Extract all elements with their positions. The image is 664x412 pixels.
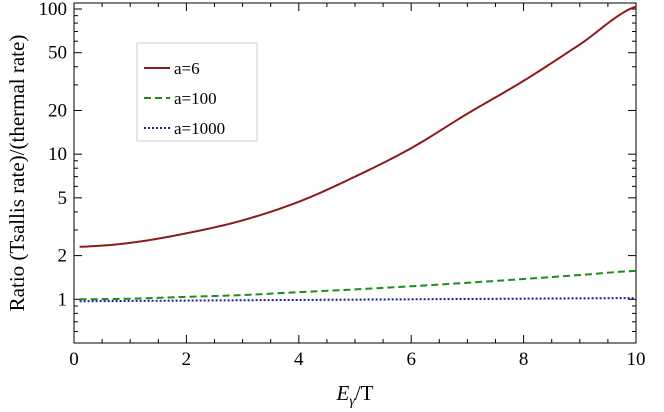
y-tick-label: 5 — [58, 188, 68, 209]
legend-box — [136, 42, 258, 142]
y-tick-label: 1 — [58, 289, 68, 310]
x-tick-label: 0 — [69, 349, 79, 370]
x-axis-label-sub: γ — [349, 394, 355, 409]
y-tick-label: 100 — [39, 0, 68, 20]
y-tick-label: 2 — [58, 246, 68, 267]
axis-ticks — [73, 3, 637, 344]
x-tick-label: 4 — [294, 349, 304, 370]
x-axis-label-main: E — [335, 381, 349, 405]
legend: a=6 a=100 a=1000 — [136, 42, 258, 142]
x-tick-label: 10 — [627, 349, 646, 370]
x-tick-label: 2 — [182, 349, 192, 370]
series-line-2 — [79, 297, 637, 303]
x-tick-label: 6 — [406, 349, 416, 370]
y-tick-label: 10 — [48, 144, 67, 165]
legend-label-1: a=100 — [174, 89, 217, 108]
y-tick-label: 20 — [48, 100, 67, 121]
series-line-1 — [79, 269, 637, 301]
legend-label-0: a=6 — [174, 59, 200, 78]
y-axis-label: Ratio (Tsallis rate)/(thermal rate) — [5, 35, 29, 312]
x-tick-label: 8 — [519, 349, 529, 370]
x-axis-label: Eγ/T — [335, 381, 373, 409]
legend-label-2: a=1000 — [174, 119, 225, 138]
series-line-0 — [79, 5, 637, 248]
x-axis-label-rest: /T — [355, 381, 374, 405]
series-lines — [79, 5, 637, 303]
y-tick-label: 50 — [48, 43, 67, 64]
